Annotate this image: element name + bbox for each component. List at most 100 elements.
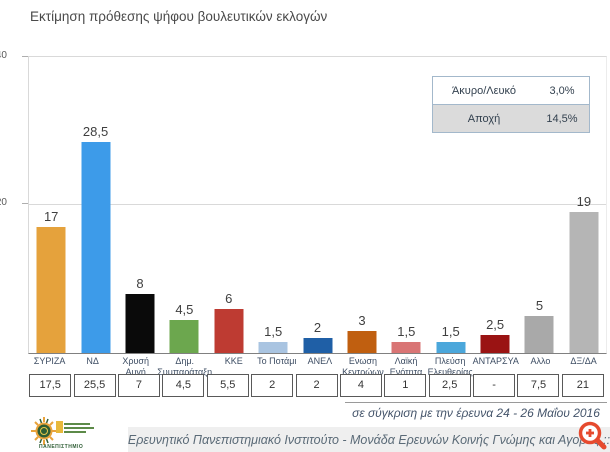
bar-value-label: 6 — [225, 290, 233, 306]
bar — [569, 212, 599, 353]
category-label: Αλλο — [530, 356, 551, 366]
bar-slot: 17 — [29, 57, 73, 353]
previous-value-slot: 2,5 — [428, 374, 472, 397]
category-label: ΚΚΕ — [224, 356, 243, 366]
bar — [125, 293, 155, 353]
bar — [347, 330, 377, 353]
previous-value-box: 1 — [384, 374, 427, 397]
bar-slot: 1,5 — [251, 57, 295, 353]
previous-value-slot: 17,5 — [28, 374, 72, 397]
category-label: ΣΥΡΙΖΑ — [33, 356, 66, 366]
bar-value-label: 3 — [358, 312, 366, 328]
bar — [214, 308, 244, 353]
bar-slot: 4,5 — [162, 57, 206, 353]
bar-slot: 6 — [207, 57, 251, 353]
info-row-invalid: Άκυρο/Λευκό 3,0% — [433, 77, 589, 104]
previous-value-slot: 2 — [250, 374, 294, 397]
bar — [524, 316, 554, 353]
category-label: Δημ. Συμπαράταξη — [157, 356, 213, 377]
bar-slot: 2,5 — [473, 57, 517, 353]
category-label: ΑΝΤΑΡΣΥΑ — [472, 356, 519, 366]
bar-value-label: 17 — [43, 209, 59, 225]
previous-value-box: 17,5 — [29, 374, 72, 397]
previous-value-slot: 7 — [117, 374, 161, 397]
info-row-abstention: Αποχή 14,5% — [433, 104, 589, 132]
category-label: Πλεύση Ελευθερίας — [427, 356, 473, 377]
zoom-in-icon[interactable] — [577, 420, 608, 451]
bar-slot: 2 — [295, 57, 339, 353]
info-box: Άκυρο/Λευκό 3,0% Αποχή 14,5% — [432, 76, 590, 133]
gridline-20 — [29, 204, 606, 205]
category-label: Το Ποτάμι — [257, 356, 297, 366]
previous-value-slot: 25,5 — [72, 374, 116, 397]
bar-slot: 28,5 — [73, 57, 117, 353]
category-label: ΝΔ — [86, 356, 99, 366]
category-label: ΔΞ/ΔΑ — [570, 356, 597, 366]
y-tick-label-20: 20 — [0, 197, 7, 208]
sun-logo-icon — [31, 417, 63, 445]
info-label: Αποχή — [467, 112, 501, 125]
previous-value-slot: 4,5 — [161, 374, 205, 397]
bar-value-label: 1,5 — [264, 323, 283, 339]
bar-value-label: 1,5 — [397, 323, 416, 339]
category-label: ΑΝΕΛ — [307, 356, 333, 366]
bar — [480, 334, 510, 353]
bar-value-label: 28,5 — [82, 124, 109, 140]
previous-value-slot: 2 — [294, 374, 338, 397]
footer-bar: Ερευνητικό Πανεπιστημιακό Ινστιτούτο - Μ… — [128, 427, 610, 452]
plot-area: 17 28,5 8 4,5 6 1,5 2 3 1,5 1,5 2,5 5 19 — [28, 56, 607, 354]
previous-values-row: 17,5 25,5 7 4,5 5,5 2 2 4 1 2,5-7,5 21 — [28, 374, 605, 397]
category-label: Ενωση Κεντρώων — [342, 356, 384, 377]
logo-caption: ΠΑΝΕΠΙΣΤΗΜΙΟ — [39, 444, 84, 450]
footer-institute-text: Ερευνητικό Πανεπιστημιακό Ινστιτούτο - Μ… — [127, 432, 610, 447]
bar-slot: 3 — [340, 57, 384, 353]
bar — [36, 227, 66, 353]
bar-slot: 5 — [517, 57, 561, 353]
bar — [81, 142, 111, 353]
bar-slot: 1,5 — [384, 57, 428, 353]
previous-value-slot: 4 — [339, 374, 383, 397]
bar-value-label: 2,5 — [486, 316, 505, 332]
page-title: Εκτίμηση πρόθεσης ψήφου βουλευτικών εκλο… — [30, 9, 328, 24]
previous-value-box: 2 — [295, 374, 338, 397]
bar — [169, 319, 199, 353]
bar-slot: 8 — [118, 57, 162, 353]
previous-value-box: 2,5 — [428, 374, 471, 397]
bar-value-label: 5 — [535, 298, 544, 313]
y-tick-label-40: 40 — [0, 50, 7, 61]
previous-value-box: - — [473, 374, 516, 397]
bar-slot: 1,5 — [429, 57, 473, 353]
previous-value-slot: - — [472, 374, 516, 397]
previous-value-box: 7,5 — [517, 374, 560, 397]
previous-value-box: 4 — [339, 374, 382, 397]
previous-value-box: 21 — [561, 374, 604, 397]
category-label: Χρυσή Αυγή — [122, 356, 149, 377]
previous-value-box: 7 — [117, 374, 160, 397]
bar — [436, 341, 466, 353]
bar — [391, 341, 421, 353]
y-tick-mark — [22, 56, 28, 57]
bar — [258, 341, 288, 353]
previous-value-box: 5,5 — [206, 374, 249, 397]
previous-value-box: 2 — [251, 374, 294, 397]
bars-row: 17 28,5 8 4,5 6 1,5 2 3 1,5 1,5 2,5 5 19 — [29, 57, 606, 353]
previous-value-slot: 1 — [383, 374, 427, 397]
comparison-note: σε σύγκριση με την έρευνα 24 - 26 Μαΐου … — [345, 402, 607, 420]
bar-value-label: 19 — [576, 194, 592, 210]
bar-value-label: 1,5 — [441, 323, 460, 339]
previous-value-slot: 5,5 — [206, 374, 250, 397]
bar-value-label: 8 — [136, 275, 144, 291]
bar-slot: 19 — [562, 57, 606, 353]
bar — [303, 338, 333, 353]
bar-value-label: 2 — [313, 320, 322, 336]
previous-value-box: 25,5 — [73, 374, 116, 397]
previous-value-slot: 7,5 — [516, 374, 560, 397]
university-logo: ΠΑΝΕΠΙΣΤΗΜΙΟ — [26, 415, 122, 452]
previous-value-slot: 21 — [561, 374, 605, 397]
info-value: 14,5% — [546, 112, 578, 125]
previous-value-box: 4,5 — [162, 374, 205, 397]
category-label: Λαϊκή Ενότητα — [389, 356, 423, 377]
category-labels-row: ΣΥΡΙΖΑ ΝΔ Χρυσή Αυγή Δημ. Συμπαράταξη ΚΚΕ Το … — [28, 356, 605, 378]
bar-value-label: 4,5 — [175, 301, 194, 317]
